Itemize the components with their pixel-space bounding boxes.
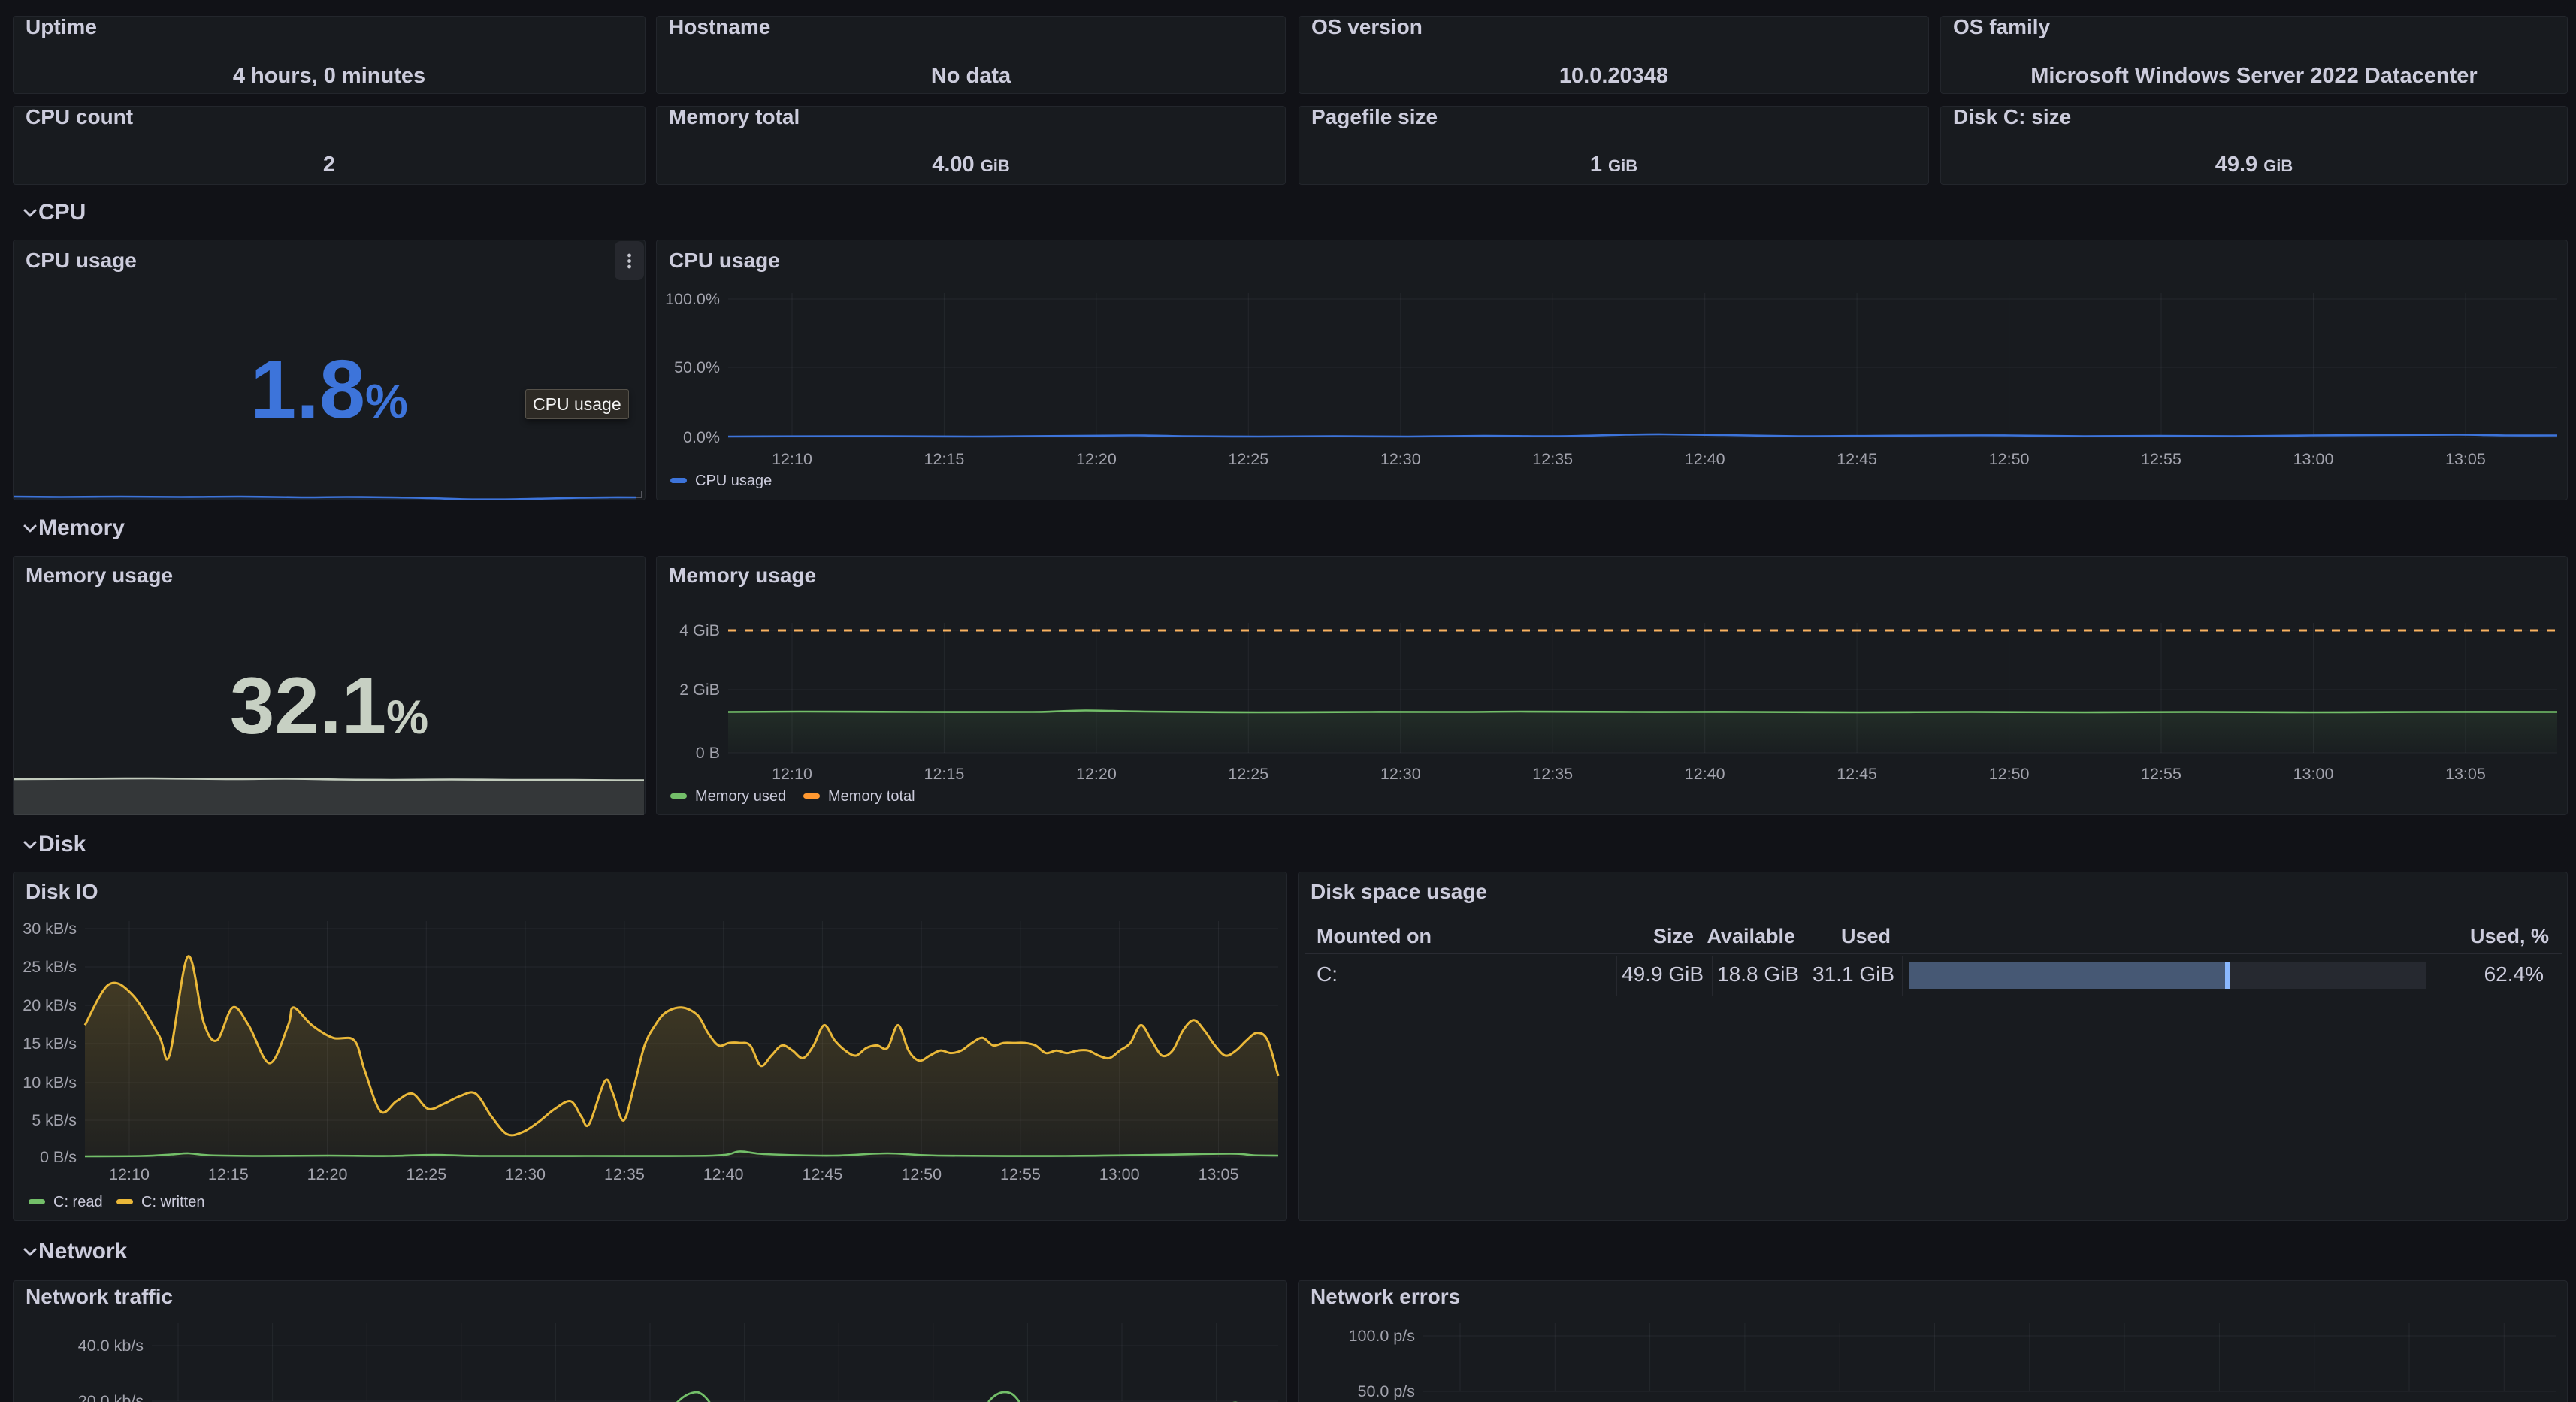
svg-text:12:15: 12:15	[924, 765, 964, 783]
svg-text:12:20: 12:20	[1076, 765, 1117, 783]
svg-text:20.0 kb/s: 20.0 kb/s	[78, 1392, 144, 1402]
svg-text:12:40: 12:40	[1685, 450, 1725, 468]
svg-text:12:30: 12:30	[505, 1165, 546, 1183]
svg-text:13:05: 13:05	[1199, 1165, 1239, 1183]
svg-text:10 kB/s: 10 kB/s	[23, 1074, 77, 1092]
svg-text:40.0 kb/s: 40.0 kb/s	[78, 1337, 144, 1355]
svg-text:13:05: 13:05	[2445, 450, 2486, 468]
svg-text:13:00: 13:00	[2293, 765, 2334, 783]
svg-text:12:20: 12:20	[1076, 450, 1117, 468]
svg-text:12:45: 12:45	[1837, 450, 1877, 468]
svg-text:C: written: C: written	[141, 1194, 204, 1210]
svg-text:50.0%: 50.0%	[674, 358, 720, 376]
svg-text:12:55: 12:55	[2141, 450, 2181, 468]
svg-text:12:50: 12:50	[1989, 450, 2030, 468]
svg-text:50.0 p/s: 50.0 p/s	[1358, 1382, 1416, 1400]
svg-text:13:00: 13:00	[1099, 1165, 1140, 1183]
svg-text:12:10: 12:10	[772, 765, 812, 783]
svg-text:5 kB/s: 5 kB/s	[32, 1111, 77, 1129]
svg-text:13:00: 13:00	[2293, 450, 2334, 468]
svg-text:12:35: 12:35	[1532, 765, 1573, 783]
svg-text:12:45: 12:45	[1837, 765, 1877, 783]
svg-text:12:10: 12:10	[772, 450, 812, 468]
svg-text:12:25: 12:25	[406, 1165, 446, 1183]
svg-text:20 kB/s: 20 kB/s	[23, 996, 77, 1014]
svg-text:12:30: 12:30	[1380, 765, 1421, 783]
svg-text:0 B: 0 B	[696, 744, 720, 762]
svg-text:12:35: 12:35	[1532, 450, 1573, 468]
svg-text:100.0%: 100.0%	[665, 290, 720, 308]
svg-text:4 GiB: 4 GiB	[679, 621, 720, 639]
svg-text:12:15: 12:15	[924, 450, 964, 468]
svg-text:Memory used: Memory used	[695, 788, 786, 805]
svg-text:C: read: C: read	[53, 1194, 103, 1210]
svg-text:12:55: 12:55	[2141, 765, 2181, 783]
svg-text:12:45: 12:45	[802, 1165, 842, 1183]
svg-text:12:20: 12:20	[307, 1165, 348, 1183]
svg-text:30 kB/s: 30 kB/s	[23, 920, 77, 938]
svg-text:12:35: 12:35	[604, 1165, 645, 1183]
svg-text:0.0%: 0.0%	[683, 428, 720, 446]
svg-text:12:50: 12:50	[901, 1165, 942, 1183]
svg-text:13:05: 13:05	[2445, 765, 2486, 783]
svg-text:2 GiB: 2 GiB	[679, 681, 720, 699]
svg-text:25 kB/s: 25 kB/s	[23, 958, 77, 976]
svg-text:100.0 p/s: 100.0 p/s	[1349, 1327, 1415, 1345]
svg-text:12:50: 12:50	[1989, 765, 2030, 783]
svg-text:CPU usage: CPU usage	[695, 473, 772, 489]
svg-text:15 kB/s: 15 kB/s	[23, 1035, 77, 1053]
svg-text:12:40: 12:40	[703, 1165, 744, 1183]
svg-text:12:30: 12:30	[1380, 450, 1421, 468]
svg-text:Memory total: Memory total	[828, 788, 915, 805]
svg-text:12:25: 12:25	[1228, 450, 1268, 468]
svg-text:12:15: 12:15	[208, 1165, 249, 1183]
svg-text:0 B/s: 0 B/s	[40, 1148, 77, 1166]
svg-text:12:10: 12:10	[109, 1165, 150, 1183]
svg-text:12:25: 12:25	[1228, 765, 1268, 783]
svg-text:12:40: 12:40	[1685, 765, 1725, 783]
svg-text:12:55: 12:55	[1000, 1165, 1041, 1183]
